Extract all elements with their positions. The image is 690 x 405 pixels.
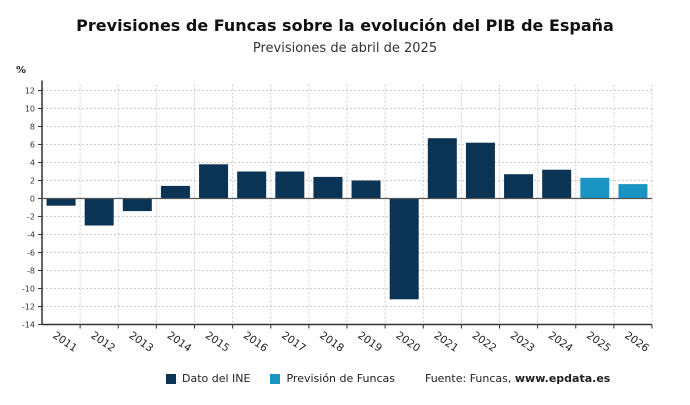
bar-2020 <box>389 198 419 300</box>
x-tick-label: 2024 <box>546 329 575 354</box>
y-tick-label: 2 <box>30 177 35 186</box>
bar-2012 <box>84 198 114 226</box>
bar-2013 <box>122 198 152 212</box>
bar-2022 <box>465 142 495 199</box>
chart-subtitle: Previsiones de abril de 2025 <box>252 41 438 56</box>
bar-2023 <box>504 174 534 199</box>
y-tick-label: 0 <box>30 195 35 204</box>
x-tick-label: 2026 <box>622 329 651 354</box>
x-tick-label: 2018 <box>317 329 346 354</box>
bar-2019 <box>351 180 381 199</box>
y-tick-label: -4 <box>27 231 35 240</box>
bar-2015 <box>199 164 229 199</box>
y-tick-label: -14 <box>22 321 35 330</box>
bar-2018 <box>313 176 343 199</box>
legend-swatch-ine <box>166 373 176 384</box>
legend: Dato del INE Previsión de Funcas Fuente:… <box>166 372 610 385</box>
bar-2025 <box>580 177 610 199</box>
bar-2017 <box>275 171 305 199</box>
x-tick-label: 2021 <box>432 329 461 354</box>
legend-label-funcas: Previsión de Funcas <box>286 372 395 385</box>
x-tick-label: 2013 <box>127 329 156 354</box>
source-label: Fuente: Funcas, <box>424 372 512 385</box>
bar-2016 <box>237 171 267 199</box>
source-text: Fuente: Funcas, www.epdata.es <box>425 372 610 385</box>
y-tick-label: 10 <box>25 105 35 114</box>
y-tick-label: -10 <box>22 285 35 294</box>
bar-2011 <box>46 198 76 206</box>
x-tick-label: 2020 <box>394 329 423 354</box>
y-axis-unit: % <box>16 65 27 76</box>
x-tick-label: 2011 <box>50 329 79 354</box>
x-tick-label: 2019 <box>355 329 384 354</box>
x-tick-label: 2012 <box>89 329 118 354</box>
x-tick-label: 2016 <box>241 329 270 354</box>
y-tick-label: 4 <box>30 159 35 168</box>
bar-2026 <box>618 184 648 199</box>
y-tick-label: -8 <box>27 267 35 276</box>
bar-2014 <box>160 185 190 199</box>
legend-swatch-funcas <box>270 373 281 384</box>
legend-label-ine: Dato del INE <box>182 372 251 385</box>
bar-2021 <box>427 138 457 199</box>
bar-2024 <box>542 169 572 199</box>
y-tick-label: -12 <box>22 303 35 312</box>
y-tick-label: -2 <box>27 213 35 222</box>
y-tick-label: -6 <box>27 249 35 258</box>
x-tick-label: 2014 <box>165 329 194 354</box>
source-site[interactable]: www.epdata.es <box>514 372 611 385</box>
x-tick-label: 2023 <box>508 329 537 354</box>
x-tick-label: 2015 <box>203 329 232 354</box>
chart-title: Previsiones de Funcas sobre la evolución… <box>76 16 614 35</box>
x-tick-label: 2017 <box>279 329 308 354</box>
x-tick-label: 2022 <box>470 329 499 354</box>
x-tick-label: 2025 <box>584 329 613 354</box>
y-tick-label: 12 <box>25 87 35 96</box>
y-tick-label: 8 <box>30 123 35 132</box>
y-tick-label: 6 <box>30 141 35 150</box>
